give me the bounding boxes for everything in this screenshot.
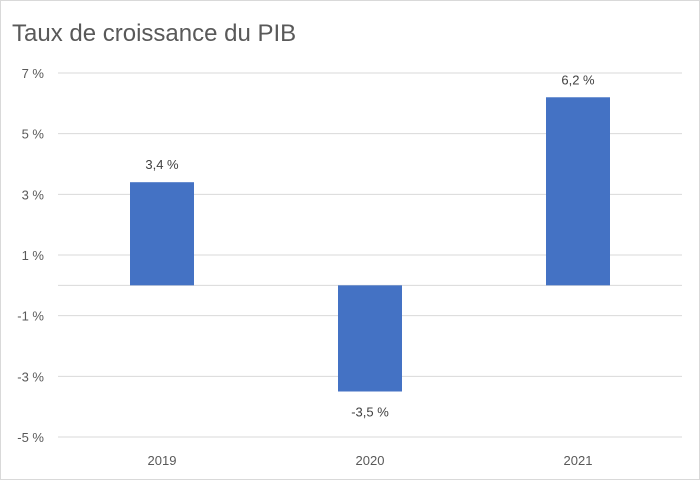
data-label: 3,4 % [145, 157, 179, 172]
y-tick-label: -3 % [17, 369, 44, 384]
y-tick-label: 5 % [22, 127, 45, 142]
y-tick-label: 3 % [22, 187, 45, 202]
x-tick-label: 2019 [148, 453, 177, 468]
bar [130, 182, 194, 286]
y-tick-label: -5 % [17, 430, 44, 445]
y-tick-label: 7 % [22, 66, 45, 81]
x-tick-label: 2021 [564, 453, 593, 468]
data-label: 6,2 % [561, 72, 595, 87]
x-tick-label: 2020 [356, 453, 385, 468]
bar [338, 285, 402, 392]
chart-title: Taux de croissance du PIB [12, 20, 297, 47]
bar [546, 97, 610, 286]
data-label: -3,5 % [351, 405, 389, 420]
y-tick-label: 1 % [22, 248, 45, 263]
y-tick-label: -1 % [17, 309, 44, 324]
